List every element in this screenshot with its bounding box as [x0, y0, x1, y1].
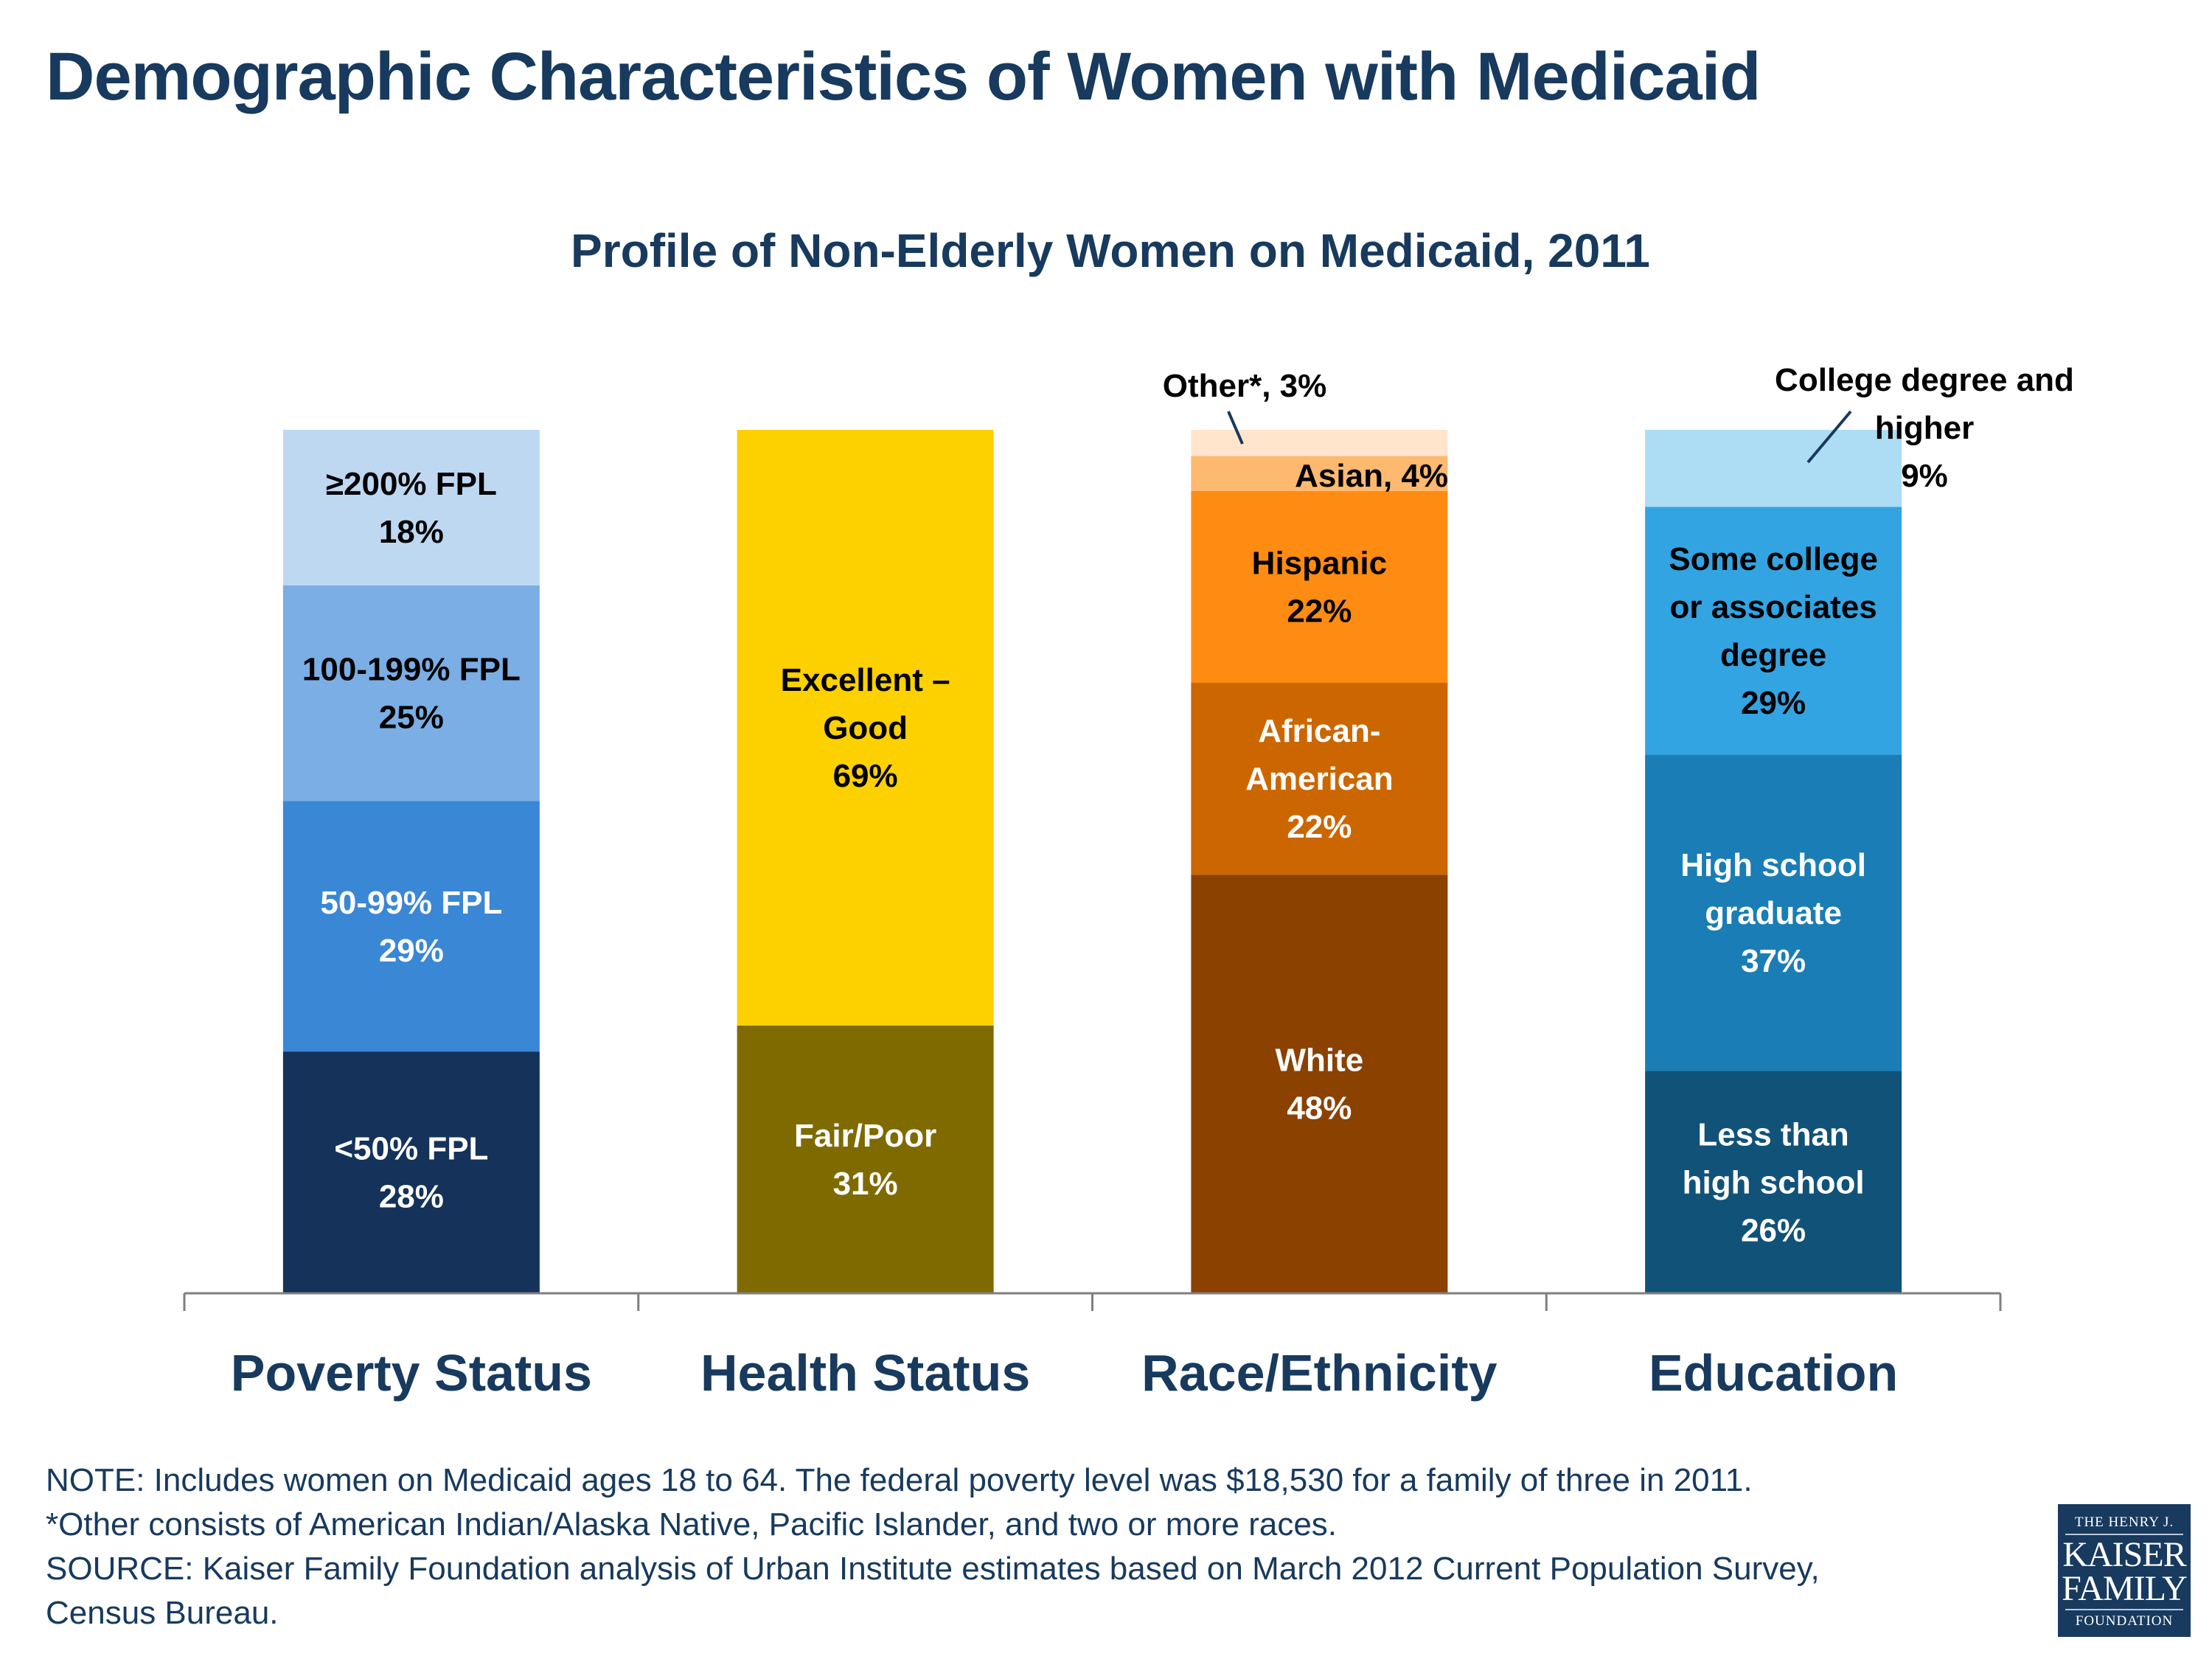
category-label: Education	[1649, 1344, 1898, 1402]
bar-segment	[1191, 430, 1448, 456]
segment-label: College degree and	[1775, 362, 2074, 398]
segment-label: Fair/Poor	[794, 1118, 936, 1154]
logo-text: THE HENRY J.	[2074, 1514, 2174, 1530]
bar-segment	[282, 585, 540, 801]
category-label: Race/Ethnicity	[1141, 1344, 1497, 1402]
bar-segment	[282, 430, 540, 585]
segment-label: high school	[1683, 1164, 1865, 1200]
segment-label: Less than	[1697, 1116, 1848, 1152]
category-label: Poverty Status	[231, 1344, 592, 1402]
segment-label: Good	[823, 710, 908, 746]
bar-segment	[1191, 490, 1448, 684]
bar-segment	[737, 430, 994, 1026]
segment-label: 29%	[379, 933, 444, 969]
segment-label: Asian, 4%	[1295, 458, 1448, 494]
segment-label: 22%	[1287, 593, 1352, 629]
segment-label: High school	[1680, 847, 1866, 883]
segment-label: 31%	[833, 1166, 898, 1202]
chart-subtitle: Profile of Non-Elderly Women on Medicaid…	[571, 224, 1650, 277]
note-line: NOTE: Includes women on Medicaid ages 18…	[46, 1462, 1753, 1498]
segment-label: ≥200% FPL	[326, 466, 497, 502]
bar-segment	[1191, 874, 1448, 1293]
segment-label: Some college	[1669, 541, 1878, 577]
note-line: *Other consists of American Indian/Alask…	[46, 1506, 1338, 1543]
bar-segment	[1645, 1071, 1902, 1293]
segment-label: 26%	[1741, 1212, 1806, 1248]
leader-line	[1806, 410, 1852, 464]
segment-label: African-	[1258, 713, 1380, 749]
logo-text: FAMILY	[2062, 1569, 2188, 1608]
source-line: SOURCE: Kaiser Family Foundation analysi…	[46, 1551, 1820, 1587]
segment-label: 69%	[833, 758, 898, 794]
bar-segment	[282, 1051, 540, 1293]
segment-label: White	[1275, 1043, 1363, 1079]
segment-label: 25%	[379, 700, 444, 736]
segment-label: 9%	[1901, 458, 1948, 494]
segment-label: 48%	[1287, 1091, 1352, 1127]
segment-label: 28%	[379, 1179, 444, 1215]
bar-segment	[1191, 456, 1448, 491]
logo-text: KAISER	[2062, 1535, 2186, 1574]
segment-label: graduate	[1705, 895, 1842, 931]
bar-segment	[282, 801, 540, 1052]
source-line: Census Bureau.	[46, 1595, 279, 1631]
bar-segment	[1191, 683, 1448, 875]
page-title: Demographic Characteristics of Women wit…	[46, 39, 1761, 114]
notes: NOTE: Includes women on Medicaid ages 18…	[46, 1458, 1820, 1635]
segment-label: American	[1245, 761, 1394, 797]
segment-label: higher	[1875, 410, 1974, 446]
segment-label: Hispanic	[1252, 545, 1387, 581]
segment-label: 50-99% FPL	[320, 885, 502, 921]
logo-text: FOUNDATION	[2075, 1613, 2174, 1629]
segment-label: degree	[1720, 637, 1826, 673]
segment-label: 29%	[1741, 685, 1806, 721]
segment-label: Excellent –	[781, 662, 950, 698]
segment-label: Other*, 3%	[1163, 368, 1327, 404]
kff-logo: THE HENRY J. KAISER FAMILY FOUNDATION	[2058, 1504, 2191, 1637]
segment-label: 18%	[379, 514, 444, 550]
category-label: Health Status	[700, 1344, 1030, 1402]
bar-segment	[737, 1025, 994, 1293]
segment-label: or associates	[1669, 589, 1877, 625]
bar-segment	[1645, 507, 1902, 755]
leader-line	[1227, 411, 1244, 445]
segment-label: <50% FPL	[334, 1131, 488, 1167]
segment-label: 22%	[1287, 809, 1352, 845]
segment-label: 37%	[1741, 943, 1806, 979]
bar-segment	[1645, 754, 1902, 1071]
bar-segment	[1645, 430, 1902, 507]
segment-label: 100-199% FPL	[302, 652, 521, 688]
